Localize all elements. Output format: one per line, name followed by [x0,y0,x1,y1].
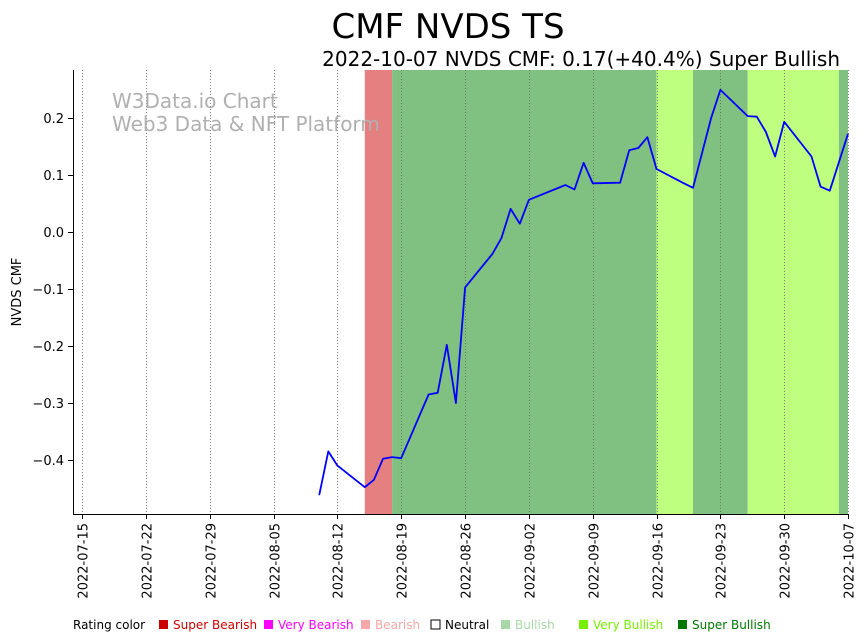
y-tick-label-4: 0.0 [43,226,64,241]
x-tick-label-2022-08-19: 2022-08-19 [396,523,411,599]
rating-band-1 [392,70,657,514]
y-tick-label-2: −0.2 [32,340,64,355]
watermark-line-1: W3Data.io Chart [112,89,278,113]
legend-label-very-bearish: Very Bearish [278,618,354,632]
rating-band-2 [656,70,693,514]
x-tick-label-2022-09-09: 2022-09-09 [588,523,603,599]
legend-label-bearish: Bearish [375,618,420,632]
legend-swatch-bullish [501,620,510,629]
y-tick-label-6: 0.2 [43,112,64,127]
legend-swatch-super-bullish [678,620,687,629]
x-tick-label-2022-08-12: 2022-08-12 [332,523,347,599]
x-tick-label-2022-09-16: 2022-09-16 [652,523,667,599]
legend-swatch-neutral [430,619,441,630]
x-tick-label-2022-08-26: 2022-08-26 [460,523,475,599]
rating-bands [364,70,848,514]
chart-subtitle: 2022-10-07 NVDS CMF: 0.17(+40.4%) Super … [322,47,840,71]
x-tick-label-2022-09-23: 2022-09-23 [715,523,730,599]
x-tick-label-2022-09-30: 2022-09-30 [779,523,794,599]
legend-label-very-bullish: Very Bullish [593,618,663,632]
y-ticks: −0.4 −0.3 −0.2 −0.1 0.0 0.1 0.2 [32,112,73,469]
rating-band-0 [364,70,393,514]
x-ticks: 2022-07-15 2022-07-22 2022-07-29 2022-08-05… [77,514,858,599]
x-tick-label-2022-10-07: 2022-10-07 [843,523,858,599]
vertical-grid [82,70,849,514]
y-tick-label-0: −0.4 [32,454,64,469]
y-tick-label-3: −0.1 [32,283,64,298]
rating-band-4 [747,70,839,514]
legend-label-neutral: Neutral [445,618,489,632]
legend-swatch-bearish [361,620,370,629]
rating-band-5 [838,70,848,514]
x-tick-label-2022-07-22: 2022-07-22 [141,523,156,599]
x-tick-label-2022-07-15: 2022-07-15 [77,523,92,599]
legend-title: Rating color [73,618,145,632]
y-tick-label-5: 0.1 [43,169,64,184]
rating-legend: Rating color Super Bearish Very Bearish Be… [73,618,771,632]
legend-label-bullish: Bullish [515,618,555,632]
legend-swatch-super-bearish [159,620,168,629]
legend-label-super-bearish: Super Bearish [173,618,257,632]
chart-title: CMF NVDS TS [331,7,564,47]
legend-label-super-bullish: Super Bullish [692,618,771,632]
y-axis-label: NVDS CMF [10,258,25,327]
watermark-line-2: Web3 Data & NFT Platform [112,112,380,136]
cmf-series-line [318,89,849,496]
x-tick-label-2022-09-02: 2022-09-02 [524,523,539,599]
x-tick-label-2022-08-05: 2022-08-05 [269,523,284,599]
legend-swatch-very-bearish [264,620,273,629]
legend-swatch-very-bullish [579,620,588,629]
y-tick-label-1: −0.3 [32,397,64,412]
x-tick-label-2022-07-29: 2022-07-29 [205,523,220,599]
